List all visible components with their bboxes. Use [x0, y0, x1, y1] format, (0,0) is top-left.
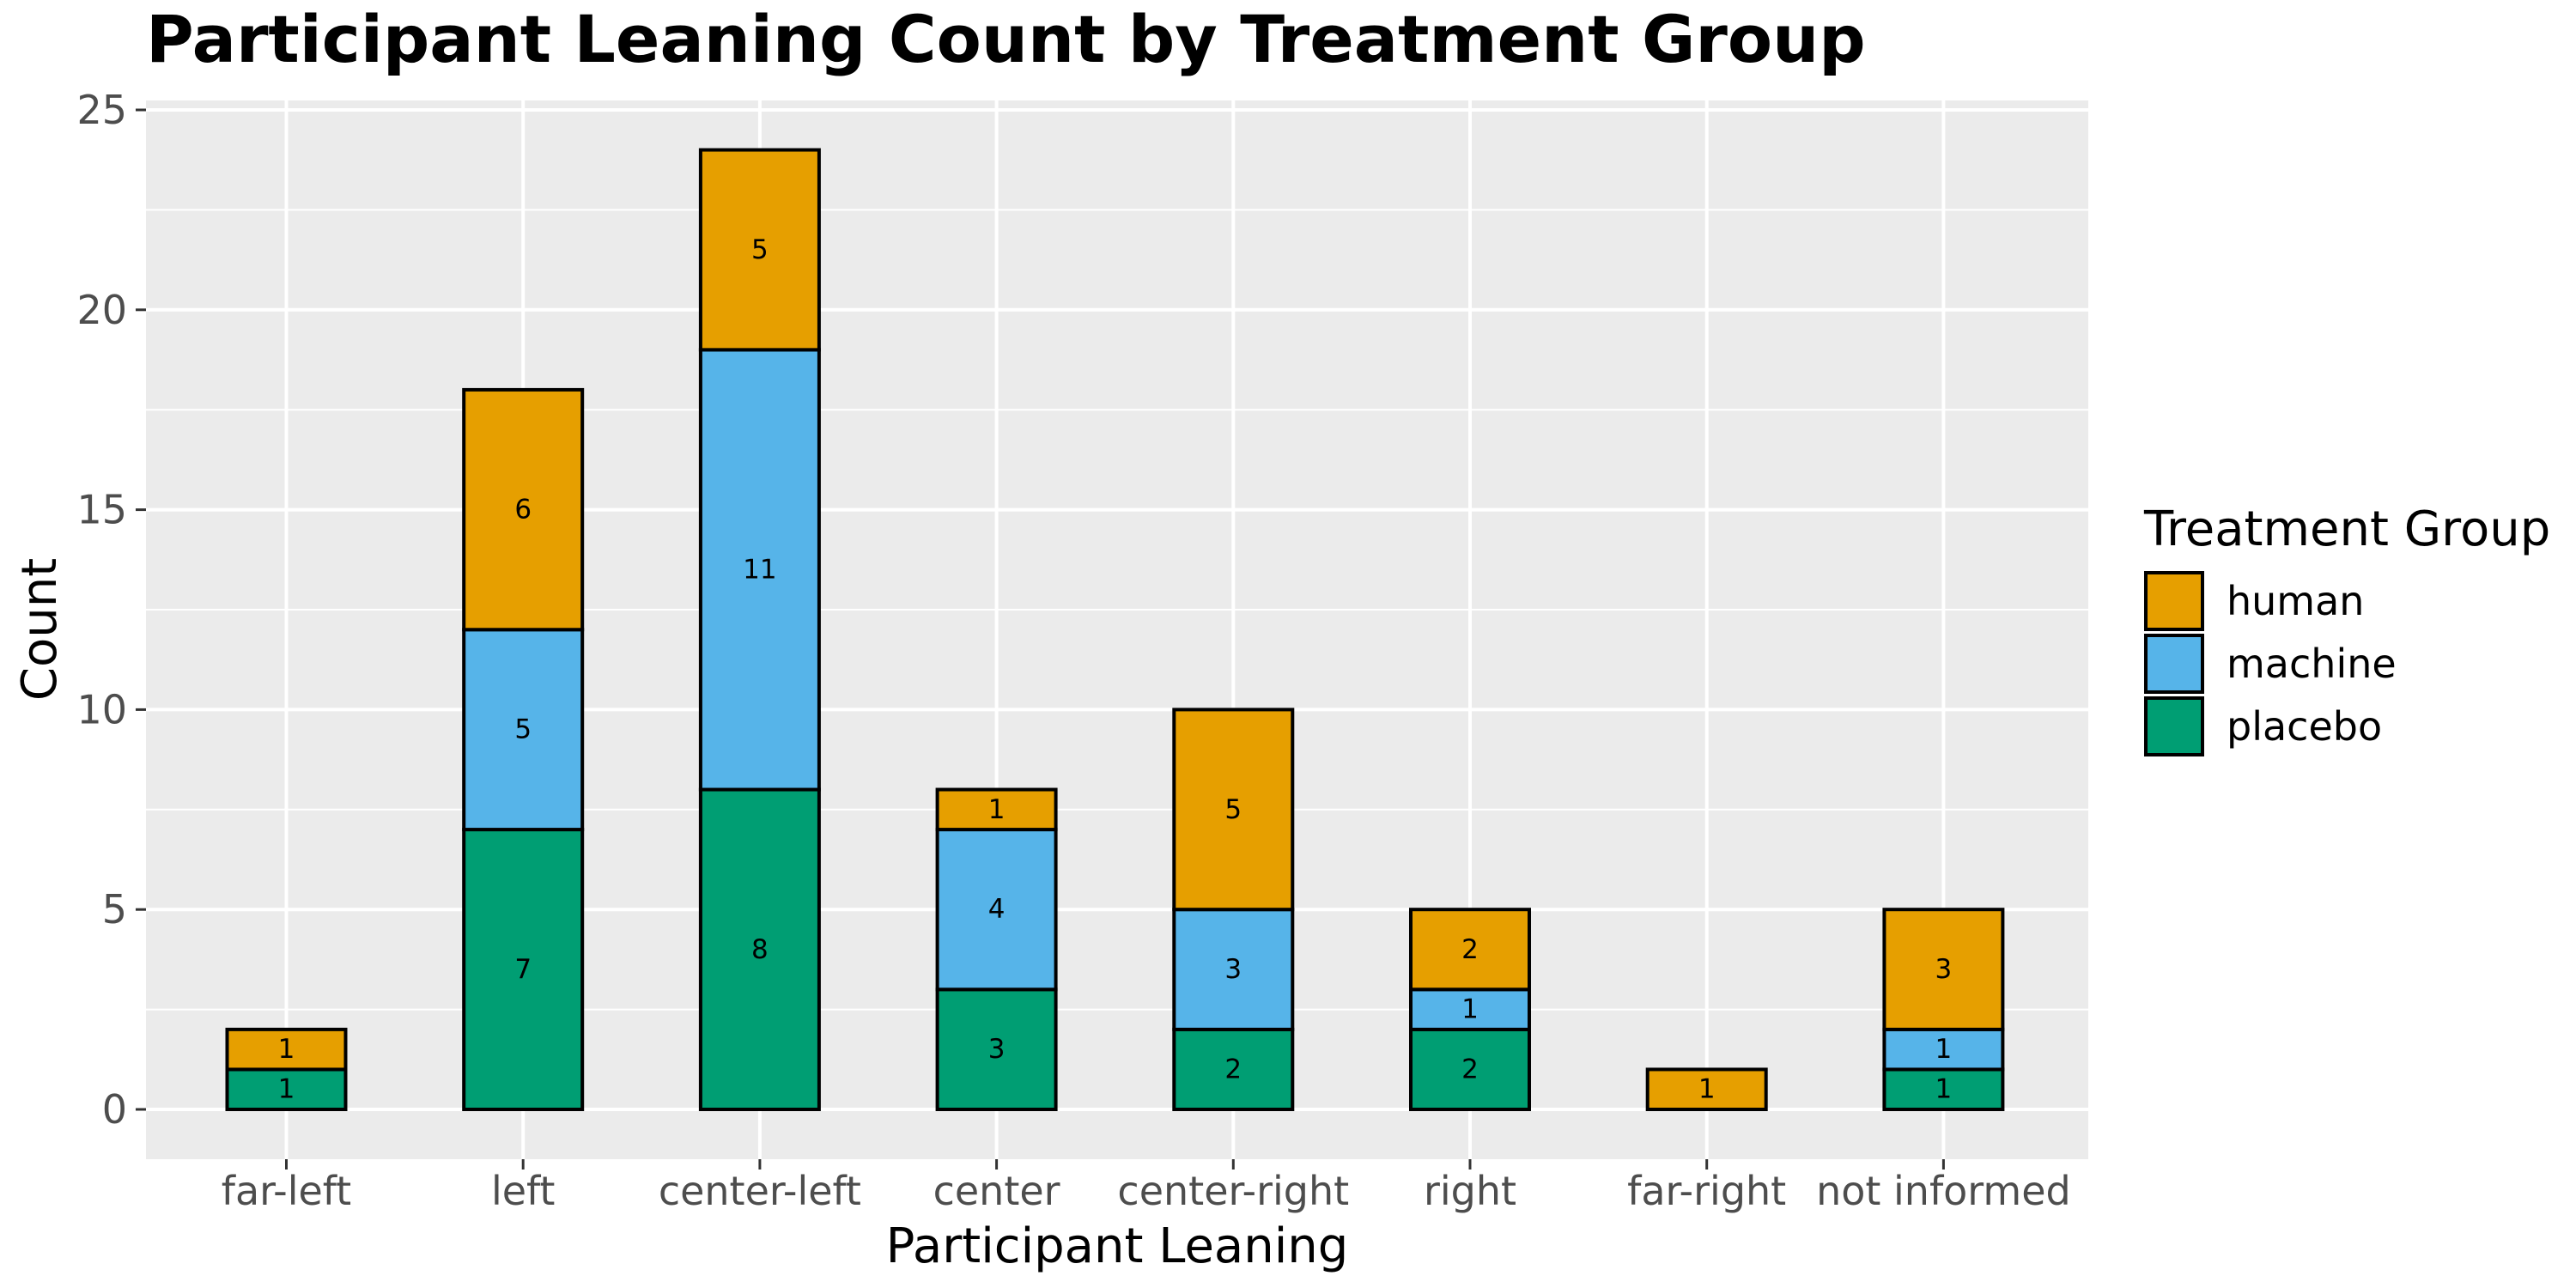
bar-segment-value-label: 5 [514, 714, 532, 745]
bar-segment-value-label: 1 [278, 1034, 295, 1065]
bar-segment-value-label: 3 [1224, 954, 1242, 985]
legend-label-machine: machine [2227, 641, 2397, 687]
y-tick-label: 10 [76, 686, 127, 732]
bar-segment-value-label: 7 [514, 954, 532, 985]
y-tick-label: 15 [76, 487, 127, 533]
x-tick-label: left [491, 1168, 556, 1214]
plot-panel [146, 100, 2088, 1159]
bar-segment-machine [935, 828, 1058, 992]
x-axis-title: Participant Leaning [886, 1218, 1349, 1274]
bar-segment-human [1409, 908, 1531, 992]
y-tick-label: 20 [76, 287, 127, 333]
legend-label-human: human [2227, 578, 2364, 624]
y-axis: 0 5 10 15 20 25 [76, 87, 146, 1133]
y-tick-label: 5 [102, 886, 127, 933]
x-tick-label: center-left [659, 1168, 861, 1214]
bar-segment-value-label: 3 [988, 1034, 1005, 1065]
legend-label-placebo: placebo [2227, 703, 2382, 750]
x-tick-label: far-right [1627, 1168, 1786, 1214]
bar-segment-value-label: 1 [1698, 1074, 1716, 1105]
bar-segment-placebo [698, 787, 821, 1112]
legend-key-machine [2144, 634, 2204, 694]
chart-title: Participant Leaning Count by Treatment G… [146, 1, 1866, 77]
bar-segment-human [698, 148, 821, 352]
bar-segment-value-label: 4 [988, 894, 1005, 925]
bar-segment-value-label: 1 [1935, 1034, 1953, 1065]
bar-segment-machine [698, 348, 821, 792]
y-axis-title: Count [12, 558, 68, 701]
bar-segment-value-label: 1 [1935, 1074, 1953, 1105]
y-tick-label: 0 [102, 1086, 127, 1133]
bar-segment-human [1882, 908, 2005, 1031]
bar-segment-value-label: 8 [751, 934, 769, 965]
legend-key-placebo [2144, 696, 2204, 756]
bar-segment-human [1645, 1067, 1768, 1111]
bar-segment-human [462, 387, 585, 632]
bar-segment-value-label: 2 [1461, 934, 1479, 965]
bar-segment-human [1172, 708, 1295, 912]
x-axis: far-left left center-left center center-righ… [222, 1159, 2071, 1214]
legend-key-human [2144, 571, 2204, 631]
legend-title: Treatment Group [2143, 501, 2550, 557]
bar-segment-machine [1882, 1027, 2005, 1072]
bar-segment-value-label: 2 [1461, 1054, 1479, 1084]
bar-segment-placebo [1172, 1027, 1295, 1112]
bar-segment-value-label: 1 [1461, 994, 1479, 1025]
bar-segment-value-label: 1 [278, 1074, 295, 1105]
bar-segment-human [935, 787, 1058, 832]
bar-segment-value-label: 2 [1224, 1054, 1242, 1084]
legend: Treatment Group human machine placebo [2143, 501, 2550, 756]
x-tick-label: not informed [1816, 1168, 2071, 1214]
bar-segment-value-label: 5 [1224, 794, 1242, 825]
bar-segment-value-label: 6 [514, 495, 532, 526]
x-tick-label: right [1424, 1168, 1516, 1214]
bar-segment-machine [1409, 987, 1531, 1031]
bar-segment-placebo [1882, 1067, 2005, 1111]
bar-segment-value-label: 11 [743, 554, 776, 585]
x-tick-label: center [933, 1168, 1060, 1214]
bar-segment-human [225, 1027, 348, 1072]
x-tick-label: far-left [222, 1168, 351, 1214]
x-tick-label: center-right [1117, 1168, 1349, 1214]
bar-segment-value-label: 1 [988, 794, 1005, 825]
bar-segment-value-label: 3 [1935, 954, 1953, 985]
bar-segment-value-label: 5 [751, 234, 769, 265]
bar-segment-placebo [462, 828, 585, 1112]
y-tick-label: 25 [76, 87, 127, 133]
bar-segment-placebo [935, 987, 1058, 1111]
